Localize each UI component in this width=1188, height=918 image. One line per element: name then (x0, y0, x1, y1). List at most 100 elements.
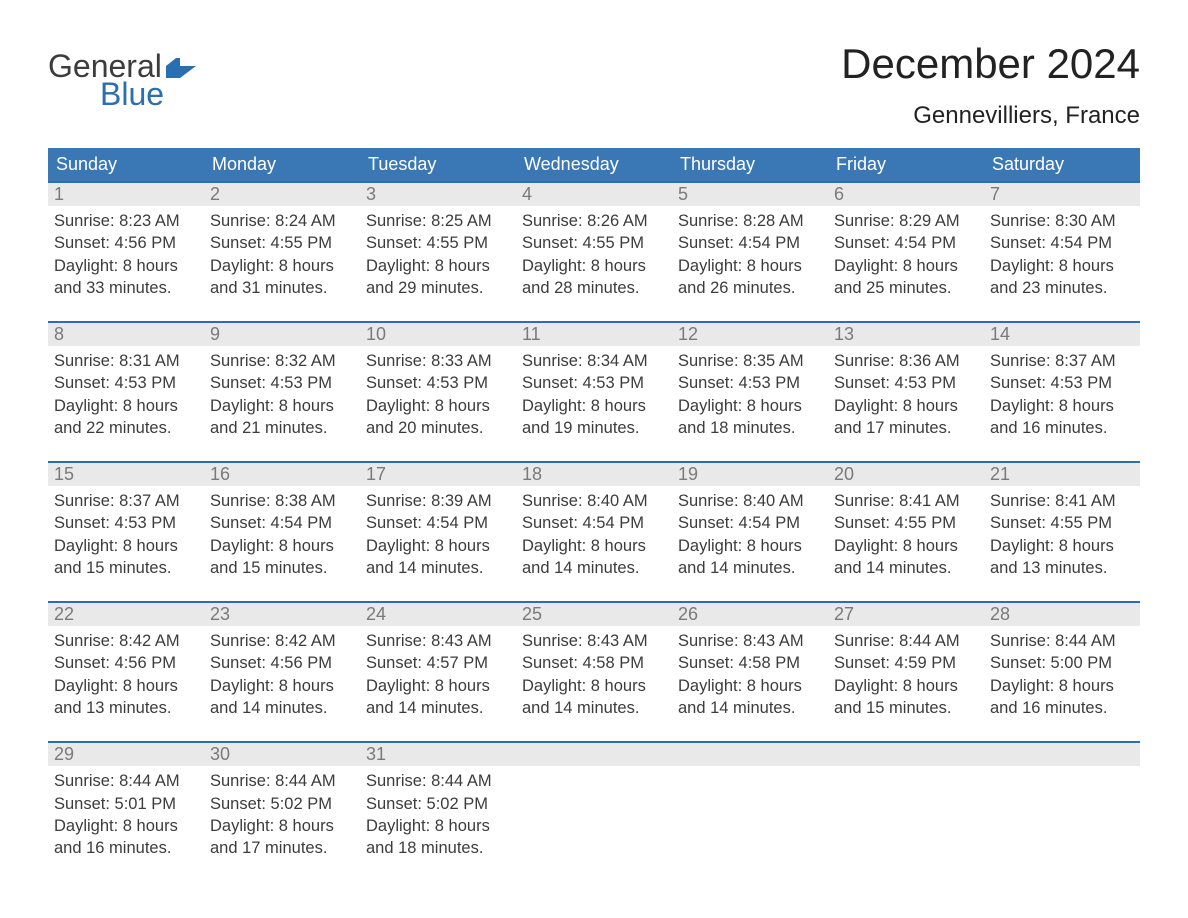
sunset-text: Sunset: 4:53 PM (522, 372, 666, 394)
day-cell: Sunrise: 8:32 AMSunset: 4:53 PMDaylight:… (204, 346, 360, 439)
daylight-line1: Daylight: 8 hours (678, 675, 822, 697)
daylight-line2: and 19 minutes. (522, 417, 666, 439)
daylight-line1: Daylight: 8 hours (834, 395, 978, 417)
sunrise-text: Sunrise: 8:31 AM (54, 350, 198, 372)
daylight-line2: and 25 minutes. (834, 277, 978, 299)
sunset-text: Sunset: 4:55 PM (834, 512, 978, 534)
daylight-line1: Daylight: 8 hours (54, 535, 198, 557)
daylight-line2: and 17 minutes. (210, 837, 354, 859)
logo: General Blue (48, 50, 196, 110)
daylight-line1: Daylight: 8 hours (522, 255, 666, 277)
daylight-line2: and 17 minutes. (834, 417, 978, 439)
sunrise-text: Sunrise: 8:42 AM (210, 630, 354, 652)
sunset-text: Sunset: 4:59 PM (834, 652, 978, 674)
daylight-line2: and 16 minutes. (990, 417, 1134, 439)
day-cell: Sunrise: 8:42 AMSunset: 4:56 PMDaylight:… (204, 626, 360, 719)
daylight-line2: and 14 minutes. (366, 557, 510, 579)
sunset-text: Sunset: 4:55 PM (990, 512, 1134, 534)
daylight-line1: Daylight: 8 hours (210, 395, 354, 417)
day-cell: Sunrise: 8:37 AMSunset: 4:53 PMDaylight:… (48, 486, 204, 579)
day-cell: Sunrise: 8:30 AMSunset: 4:54 PMDaylight:… (984, 206, 1140, 299)
flag-icon (166, 58, 196, 78)
daylight-line1: Daylight: 8 hours (990, 535, 1134, 557)
day-cell: Sunrise: 8:44 AMSunset: 5:02 PMDaylight:… (204, 766, 360, 859)
sunrise-text: Sunrise: 8:35 AM (678, 350, 822, 372)
sunset-text: Sunset: 4:54 PM (366, 512, 510, 534)
daylight-line1: Daylight: 8 hours (210, 535, 354, 557)
daylight-line1: Daylight: 8 hours (990, 255, 1134, 277)
daylight-line2: and 16 minutes. (990, 697, 1134, 719)
sunset-text: Sunset: 5:00 PM (990, 652, 1134, 674)
day-number: 7 (984, 183, 1140, 206)
sunrise-text: Sunrise: 8:43 AM (678, 630, 822, 652)
day-number (516, 743, 672, 766)
daylight-line2: and 14 minutes. (210, 697, 354, 719)
sunset-text: Sunset: 4:54 PM (678, 232, 822, 254)
daylight-line2: and 13 minutes. (990, 557, 1134, 579)
weekday-header: Friday (828, 148, 984, 181)
day-cell: Sunrise: 8:34 AMSunset: 4:53 PMDaylight:… (516, 346, 672, 439)
sunrise-text: Sunrise: 8:39 AM (366, 490, 510, 512)
daylight-line1: Daylight: 8 hours (366, 675, 510, 697)
sunset-text: Sunset: 4:56 PM (54, 232, 198, 254)
day-number: 11 (516, 323, 672, 346)
day-number: 3 (360, 183, 516, 206)
sunset-text: Sunset: 5:02 PM (210, 793, 354, 815)
day-number: 27 (828, 603, 984, 626)
weekday-header: Sunday (48, 148, 204, 181)
sunrise-text: Sunrise: 8:42 AM (54, 630, 198, 652)
daylight-line1: Daylight: 8 hours (366, 395, 510, 417)
daylight-line2: and 16 minutes. (54, 837, 198, 859)
daylight-line1: Daylight: 8 hours (678, 535, 822, 557)
daylight-line1: Daylight: 8 hours (54, 395, 198, 417)
daylight-line2: and 28 minutes. (522, 277, 666, 299)
day-number: 4 (516, 183, 672, 206)
sunrise-text: Sunrise: 8:23 AM (54, 210, 198, 232)
daylight-line1: Daylight: 8 hours (522, 675, 666, 697)
day-cell: Sunrise: 8:24 AMSunset: 4:55 PMDaylight:… (204, 206, 360, 299)
daylight-line2: and 26 minutes. (678, 277, 822, 299)
calendar-week: 1234567Sunrise: 8:23 AMSunset: 4:56 PMDa… (48, 181, 1140, 299)
calendar-week: 22232425262728Sunrise: 8:42 AMSunset: 4:… (48, 601, 1140, 719)
sunrise-text: Sunrise: 8:41 AM (834, 490, 978, 512)
daylight-line2: and 20 minutes. (366, 417, 510, 439)
weekday-header: Wednesday (516, 148, 672, 181)
day-number: 12 (672, 323, 828, 346)
day-cell: Sunrise: 8:39 AMSunset: 4:54 PMDaylight:… (360, 486, 516, 579)
day-number: 14 (984, 323, 1140, 346)
day-number: 21 (984, 463, 1140, 486)
daylight-line2: and 15 minutes. (834, 697, 978, 719)
daynum-row: 891011121314 (48, 323, 1140, 346)
day-cell: Sunrise: 8:40 AMSunset: 4:54 PMDaylight:… (516, 486, 672, 579)
day-cell (984, 766, 1140, 859)
weekday-header: Thursday (672, 148, 828, 181)
sunset-text: Sunset: 4:53 PM (678, 372, 822, 394)
daylight-line2: and 15 minutes. (210, 557, 354, 579)
daylight-line1: Daylight: 8 hours (834, 675, 978, 697)
sunrise-text: Sunrise: 8:44 AM (990, 630, 1134, 652)
sunset-text: Sunset: 4:58 PM (522, 652, 666, 674)
day-number: 17 (360, 463, 516, 486)
day-number (672, 743, 828, 766)
sunset-text: Sunset: 4:54 PM (210, 512, 354, 534)
sunset-text: Sunset: 4:55 PM (366, 232, 510, 254)
sunset-text: Sunset: 4:53 PM (54, 372, 198, 394)
daylight-line2: and 14 minutes. (522, 697, 666, 719)
sunset-text: Sunset: 4:54 PM (522, 512, 666, 534)
day-cell: Sunrise: 8:28 AMSunset: 4:54 PMDaylight:… (672, 206, 828, 299)
weekday-header: Saturday (984, 148, 1140, 181)
sunrise-text: Sunrise: 8:44 AM (834, 630, 978, 652)
weekday-header: Tuesday (360, 148, 516, 181)
day-number: 6 (828, 183, 984, 206)
sunset-text: Sunset: 4:54 PM (678, 512, 822, 534)
daylight-line1: Daylight: 8 hours (366, 535, 510, 557)
calendar: Sunday Monday Tuesday Wednesday Thursday… (48, 148, 1140, 859)
sunrise-text: Sunrise: 8:40 AM (522, 490, 666, 512)
day-cell: Sunrise: 8:35 AMSunset: 4:53 PMDaylight:… (672, 346, 828, 439)
day-cell: Sunrise: 8:44 AMSunset: 5:02 PMDaylight:… (360, 766, 516, 859)
daylight-line2: and 14 minutes. (678, 697, 822, 719)
sunrise-text: Sunrise: 8:43 AM (366, 630, 510, 652)
day-number: 1 (48, 183, 204, 206)
sunrise-text: Sunrise: 8:38 AM (210, 490, 354, 512)
day-cell (672, 766, 828, 859)
